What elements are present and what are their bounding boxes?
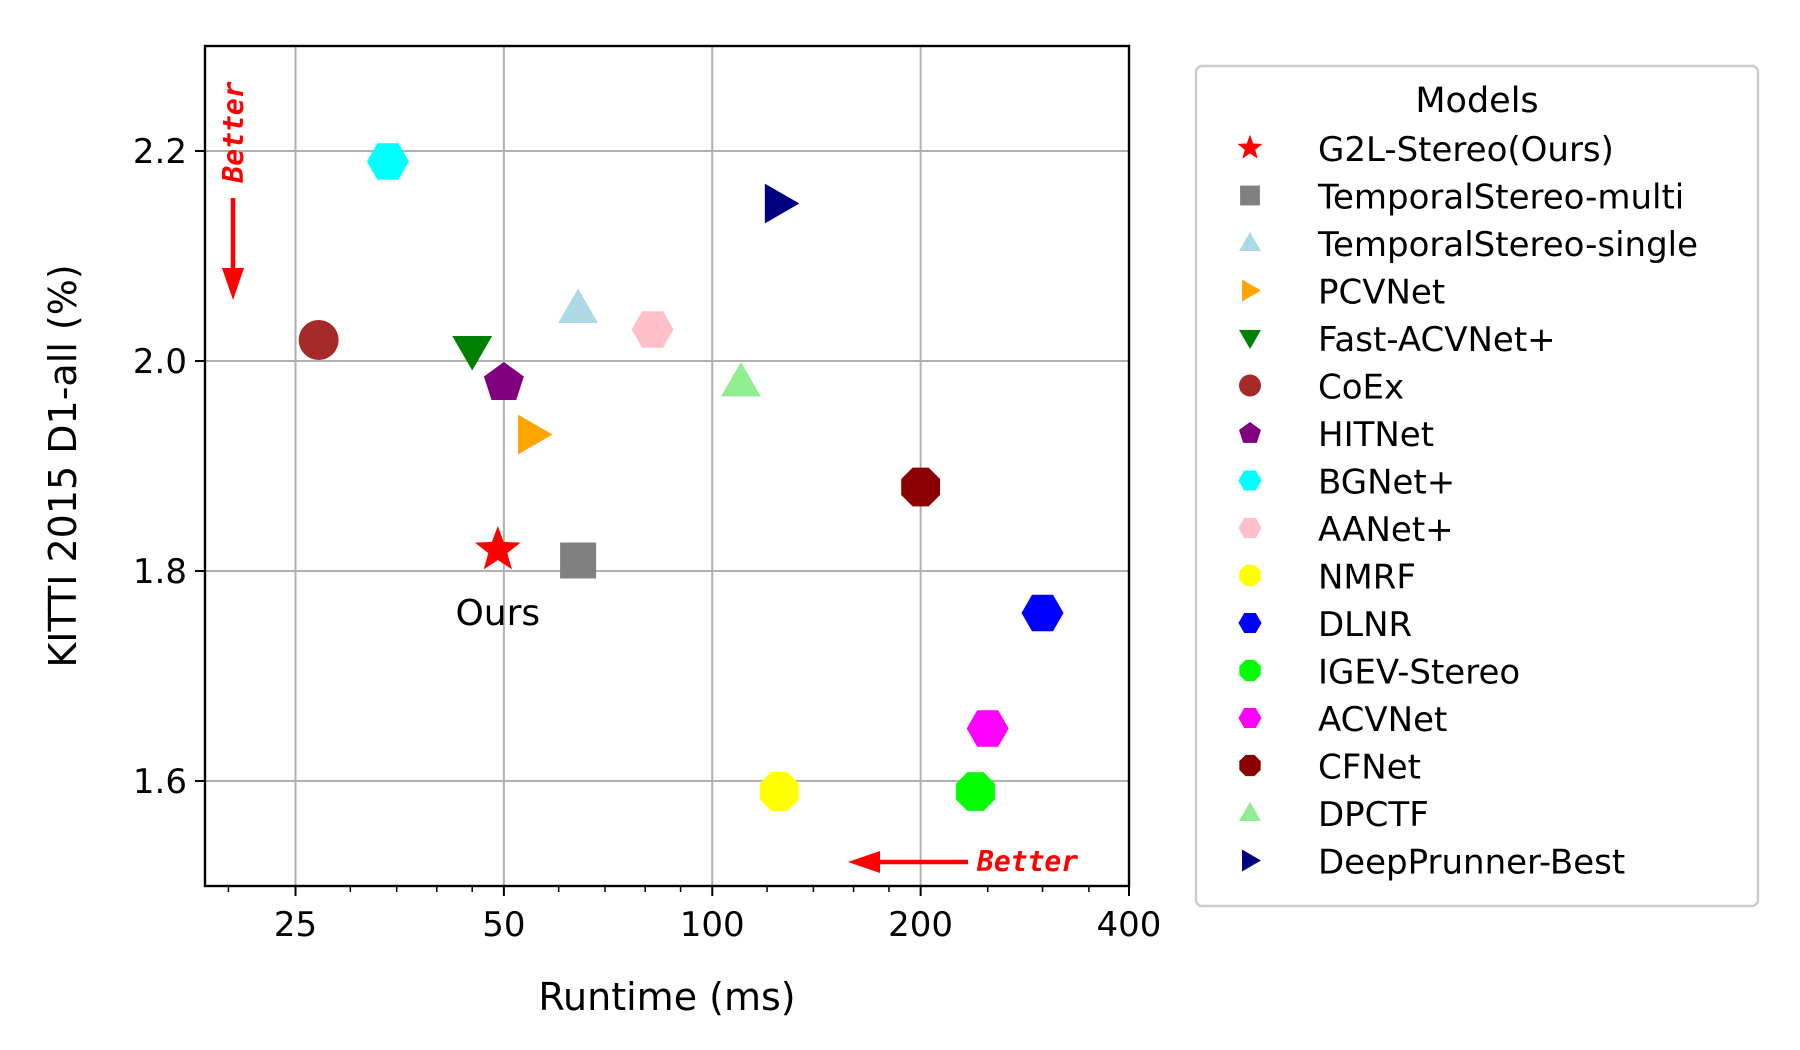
legend-marker-g2l-stereo-ours (1237, 134, 1263, 159)
point-dpctf (720, 362, 761, 397)
legend-marker-dpctf (1239, 802, 1261, 821)
y-tick-label: 1.6 (133, 762, 187, 802)
point-acvnet (966, 710, 1009, 747)
legend-item-coex: CoEx (1239, 368, 1404, 408)
legend-item-temporalstereo-multi: TemporalStereo-multi (1240, 178, 1684, 218)
point-cfnet (901, 467, 941, 507)
better-left-annotation: Better (848, 845, 1078, 878)
legend-marker-cfnet (1239, 754, 1261, 777)
legend-item-aanet: AANet+ (1238, 510, 1454, 550)
legend: Models G2L-Stereo(Ours) TemporalStereo-mu… (1194, 64, 1760, 908)
point-bgnet (366, 143, 409, 180)
legend-label: CFNet (1318, 748, 1421, 788)
point-nmrf (759, 772, 799, 811)
legend-item-temporalstereo-single: TemporalStereo-single (1239, 225, 1698, 265)
legend-item-acvnet: ACVNet (1238, 700, 1447, 740)
legend-marker-nmrf (1239, 564, 1261, 587)
x-tick-label: 200 (888, 905, 953, 945)
x-tick-label: 25 (274, 905, 317, 945)
better-down-arrow-head (222, 268, 244, 300)
legend-marker-temporalstereo-single (1239, 232, 1261, 251)
grid-lines (205, 46, 1130, 886)
legend-label: G2L-Stereo(Ours) (1318, 130, 1614, 170)
point-pcvnet (518, 414, 553, 455)
legend-item-dlnr: DLNR (1238, 605, 1412, 645)
legend-item-pcvnet: PCVNet (1242, 273, 1445, 313)
y-tick-label: 2.2 (133, 132, 187, 172)
legend-marker-pcvnet (1242, 279, 1261, 302)
legend-label: Fast-ACVNet+ (1318, 320, 1556, 360)
legend-item-fast-acvnet: Fast-ACVNet+ (1239, 320, 1556, 360)
better-down-annotation: Better (217, 81, 250, 300)
legend-marker-deepprunner-best (1242, 849, 1261, 872)
point-hitnet (483, 362, 524, 400)
legend-items: G2L-Stereo(Ours) TemporalStereo-multi Temp… (1237, 130, 1698, 883)
legend-label: IGEV-Stereo (1318, 653, 1520, 693)
legend-label: DeepPrunner-Best (1318, 843, 1625, 883)
point-g2l-stereo-ours (474, 526, 521, 570)
legend-marker-hitnet (1239, 422, 1261, 443)
y-tick-label: 1.8 (133, 552, 187, 592)
point-coex (298, 320, 339, 360)
legend-marker-temporalstereo-multi (1240, 185, 1260, 206)
plot-frame (203, 44, 1131, 888)
point-temporalstereo-multi (560, 542, 597, 579)
x-tick-label: 100 (680, 905, 745, 945)
legend-item-nmrf: NMRF (1239, 558, 1416, 598)
legend-marker-dlnr (1238, 613, 1262, 633)
legend-item-hitnet: HITNet (1239, 415, 1434, 455)
legend-item-dpctf: DPCTF (1239, 795, 1429, 835)
legend-item-g2l-stereo-ours: G2L-Stereo(Ours) (1237, 130, 1614, 170)
legend-label: DPCTF (1318, 795, 1429, 835)
x-axis-label: Runtime (ms) (538, 975, 795, 1019)
legend-label: CoEx (1318, 368, 1404, 408)
y-axis-label: KITTI 2015 D1-all (%) (41, 264, 85, 667)
legend-marker-aanet (1238, 518, 1262, 538)
point-fast-acvnet (452, 336, 493, 371)
legend-marker-fast-acvnet (1239, 330, 1261, 349)
legend-label: TemporalStereo-single (1317, 225, 1698, 265)
better-left-label: Better (976, 845, 1078, 878)
legend-title: Models (1415, 81, 1538, 121)
legend-item-igev-stereo: IGEV-Stereo (1239, 653, 1520, 693)
point-aanet (631, 311, 674, 348)
legend-label: DLNR (1318, 605, 1412, 645)
point-igev-stereo (956, 772, 995, 811)
better-left-arrow-head (848, 851, 880, 873)
legend-item-deepprunner-best: DeepPrunner-Best (1242, 843, 1625, 883)
axis-ticks: 25 50 100 200 400 1.6 1.8 2.0 2.2 (133, 132, 1162, 945)
legend-label: TemporalStereo-multi (1317, 178, 1684, 218)
x-tick-label: 50 (482, 905, 525, 945)
point-temporalstereo-single (558, 288, 599, 323)
legend-marker-coex (1239, 374, 1261, 397)
legend-item-cfnet: CFNet (1239, 748, 1421, 788)
legend-marker-acvnet (1238, 708, 1262, 728)
data-points (298, 143, 1064, 811)
legend-label: ACVNet (1318, 700, 1447, 740)
legend-label: HITNet (1318, 415, 1434, 455)
legend-label: AANet+ (1318, 510, 1454, 550)
x-tick-label: 400 (1097, 905, 1162, 945)
legend-item-bgnet: BGNet+ (1238, 463, 1455, 503)
legend-box (1194, 64, 1760, 908)
legend-label: PCVNet (1318, 273, 1445, 313)
legend-label: NMRF (1318, 558, 1416, 598)
ours-annotation: Ours (455, 593, 540, 634)
legend-marker-bgnet (1238, 470, 1262, 491)
y-tick-label: 2.0 (133, 342, 187, 382)
better-down-label: Better (217, 81, 250, 183)
point-dlnr (1021, 594, 1064, 632)
legend-marker-igev-stereo (1239, 659, 1261, 682)
point-deepprunner-best (764, 183, 800, 224)
legend-label: BGNet+ (1318, 463, 1455, 503)
